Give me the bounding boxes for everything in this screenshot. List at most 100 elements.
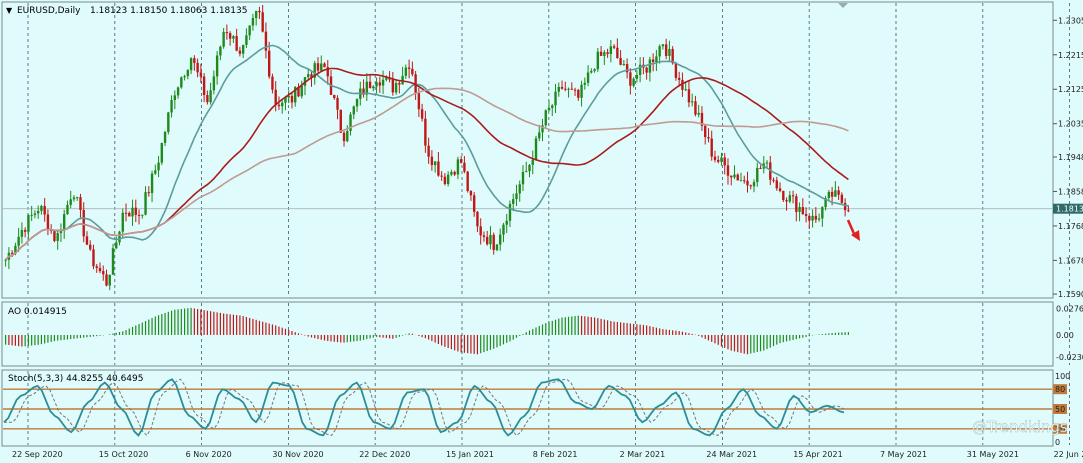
price-tick-label: 1.1590 — [1058, 290, 1083, 299]
candle-body — [163, 131, 167, 143]
price-tick-label: 1.1948 — [1058, 153, 1083, 162]
candle-body — [596, 51, 600, 70]
candle-body — [437, 161, 440, 176]
candle-body — [476, 211, 479, 227]
candle-body — [310, 74, 313, 78]
candle-body — [544, 110, 547, 126]
price-tick-label: 1.1768 — [1058, 222, 1083, 231]
candle-body — [40, 205, 43, 211]
stoch-tick-label: 20 — [1055, 425, 1065, 434]
candle-body — [564, 88, 567, 90]
candle-body — [333, 94, 336, 99]
candle-body — [472, 195, 476, 212]
candle-body — [521, 172, 525, 185]
ao-panel — [1, 301, 1054, 367]
candle-body — [837, 190, 840, 195]
candle-body — [782, 190, 785, 201]
candle-body — [108, 274, 111, 286]
candle-body — [723, 157, 726, 166]
candle-body — [778, 188, 782, 191]
candle-body — [222, 32, 225, 47]
candle-body — [232, 36, 235, 39]
candle-body — [632, 78, 635, 86]
current-price-label: 1.1813 — [1056, 205, 1083, 214]
candle-body — [189, 58, 193, 71]
candle-body — [157, 162, 160, 171]
candle-body — [700, 112, 704, 126]
candle-body — [193, 58, 196, 63]
candle-body — [102, 271, 105, 275]
candle-body — [512, 199, 515, 204]
candle-body — [105, 274, 108, 286]
candle-body — [59, 230, 63, 234]
candle-body — [398, 82, 401, 85]
candle-body — [720, 157, 723, 162]
awesome-oscillator — [5, 307, 849, 355]
price-tick-label: 1.1858 — [1058, 187, 1083, 196]
candle-body — [144, 192, 147, 215]
candle-body — [586, 72, 590, 83]
stoch-level-box — [1053, 423, 1067, 434]
candle-body — [394, 82, 398, 93]
candle-body — [300, 85, 303, 97]
candle-body — [23, 229, 27, 232]
candle-body — [14, 245, 17, 254]
candle-body — [743, 180, 746, 182]
date-tick-label: 30 Nov 2020 — [272, 450, 323, 459]
candle-body — [635, 74, 639, 79]
candle-body — [53, 230, 56, 241]
candle-body — [241, 44, 245, 54]
candle-body — [46, 214, 50, 231]
chart-header-ohlc: 1.18123 1.18150 1.18063 1.18135 — [90, 6, 247, 16]
candle-body — [137, 214, 141, 216]
candle-body — [668, 48, 671, 56]
candle-body — [759, 167, 762, 169]
candle-body — [20, 229, 24, 237]
candle-body — [736, 174, 739, 181]
date-tick-label: 15 Oct 2020 — [99, 450, 148, 459]
candle-body — [30, 215, 33, 217]
candle-body — [749, 185, 752, 187]
candle-body — [492, 234, 495, 251]
stoch-tick-label: 50 — [1055, 405, 1065, 414]
candle-body — [66, 204, 69, 215]
stochastic-oscillator — [3, 378, 1052, 437]
candle-body — [10, 252, 14, 254]
candle-body — [248, 25, 251, 36]
candle-body — [160, 142, 164, 163]
candle-body — [323, 63, 326, 68]
candle-body — [775, 180, 778, 189]
stoch-level-box — [1053, 404, 1067, 414]
candle-body — [69, 199, 72, 205]
candle-body — [788, 195, 792, 202]
candle-body — [49, 230, 53, 232]
candle-body — [62, 214, 66, 231]
scroll-marker-icon — [838, 3, 848, 8]
candle-body — [547, 107, 551, 111]
candle-body — [645, 67, 648, 73]
candle-body — [381, 79, 385, 86]
candle-body — [821, 207, 824, 219]
candle-body — [430, 156, 434, 166]
candle-body — [33, 213, 37, 216]
date-tick-label: 15 Jan 2021 — [446, 450, 494, 459]
candle-body — [404, 67, 408, 76]
price-tick-label: 1.2125 — [1058, 85, 1083, 94]
forecast-arrow-icon — [846, 219, 860, 241]
candle-body — [499, 234, 502, 245]
candle-body — [362, 88, 365, 95]
candle-body — [326, 67, 329, 77]
candle-body — [411, 68, 414, 75]
candle-body — [267, 50, 271, 77]
candle-body — [577, 89, 580, 98]
candle-body — [176, 87, 180, 96]
candle-body — [674, 63, 678, 78]
candle-body — [704, 125, 707, 138]
candle-body — [352, 106, 355, 115]
date-tick-label: 22 Dec 2020 — [359, 450, 410, 459]
price-panel — [3, 4, 1052, 291]
candle-body — [150, 173, 154, 194]
candle-body — [245, 35, 248, 45]
candle-body — [690, 101, 694, 103]
